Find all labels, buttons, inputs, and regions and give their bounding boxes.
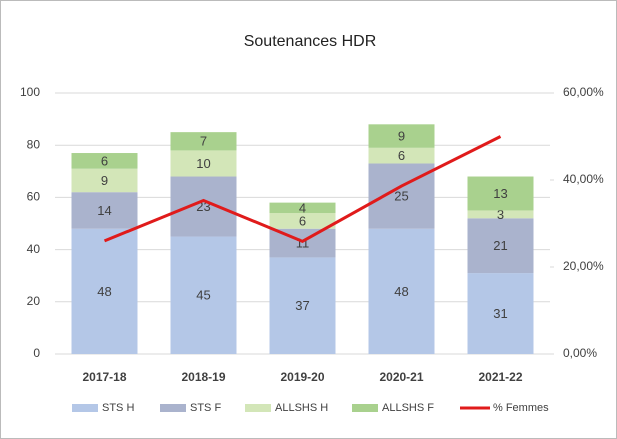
data-label: 10 [196, 156, 210, 171]
bar-segment [368, 124, 435, 148]
bar-segment [269, 213, 336, 229]
data-label: 7 [200, 134, 207, 149]
legend-swatch [72, 404, 98, 412]
bar-segment [368, 147, 435, 164]
chart-title: Soutenances HDR [244, 33, 377, 50]
data-label: 3 [497, 207, 504, 222]
bar-segment [71, 228, 138, 354]
bar-segment [467, 210, 534, 219]
y-tick-label: 60 [27, 190, 41, 204]
x-tick-label: 2020-21 [379, 370, 423, 384]
data-label: 48 [394, 284, 408, 299]
bar-segment [467, 218, 534, 274]
legend-swatch [245, 404, 271, 412]
bar-segment [368, 228, 435, 354]
data-label: 37 [295, 298, 309, 313]
bar-segment [269, 257, 336, 354]
legend-label: ALLSHS H [275, 402, 328, 414]
legend-label: ALLSHS F [382, 402, 434, 414]
data-label: 4 [299, 200, 306, 215]
y2-tick-label: 40,00% [563, 172, 604, 186]
data-label: 9 [398, 129, 405, 144]
bar-segment [170, 132, 237, 151]
x-tick-label: 2018-19 [181, 370, 225, 384]
bar-segment [269, 202, 336, 214]
bar-segment [467, 273, 534, 354]
bar-segment [71, 168, 138, 193]
legend-label: STS H [102, 402, 134, 414]
bar-segment [467, 176, 534, 211]
x-tick-label: 2021-22 [478, 370, 522, 384]
bar-segment [170, 150, 237, 177]
y-tick-label: 100 [20, 85, 40, 99]
x-tick-label: 2017-18 [82, 370, 126, 384]
data-label: 21 [493, 238, 507, 253]
bar-segment [170, 236, 237, 354]
legend-swatch [352, 404, 378, 412]
legend-swatch [160, 404, 186, 412]
y-tick-label: 0 [33, 346, 40, 360]
x-tick-label: 2019-20 [280, 370, 324, 384]
data-label: 6 [101, 153, 108, 168]
data-label: 13 [493, 186, 507, 201]
bar-segment [170, 176, 237, 237]
data-label: 6 [299, 213, 306, 228]
y2-tick-label: 0,00% [563, 346, 597, 360]
legend-label: % Femmes [493, 402, 549, 414]
data-label: 31 [493, 306, 507, 321]
data-label: 45 [196, 288, 210, 303]
data-label: 6 [398, 148, 405, 163]
legend-label: STS F [190, 402, 221, 414]
data-label: 48 [97, 284, 111, 299]
y-tick-label: 20 [27, 294, 41, 308]
bar-segment [71, 192, 138, 229]
data-label: 9 [101, 173, 108, 188]
data-label: 14 [97, 203, 111, 218]
y-tick-label: 80 [27, 137, 41, 151]
y2-tick-label: 20,00% [563, 259, 604, 273]
y-tick-label: 40 [27, 242, 41, 256]
bar-segment [71, 153, 138, 169]
line-series [103, 135, 502, 243]
y2-tick-label: 60,00% [563, 85, 604, 99]
data-label: 25 [394, 189, 408, 204]
